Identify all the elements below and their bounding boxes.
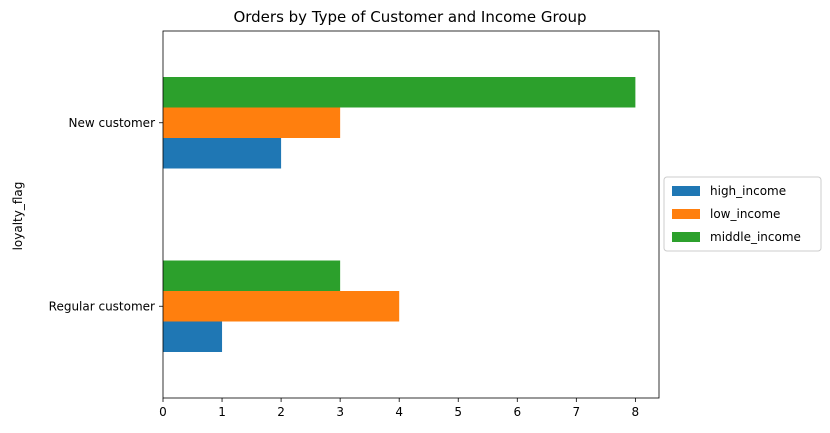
- bars-group: [163, 77, 636, 352]
- bar-high_income-0: [163, 321, 223, 352]
- x-tick-label: 2: [277, 405, 285, 419]
- plot-frame: [162, 30, 660, 399]
- y-tick-label: New customer: [69, 116, 156, 130]
- bar-high_income-1: [163, 138, 282, 169]
- chart-title: Orders by Type of Customer and Income Gr…: [233, 8, 586, 26]
- x-tick-label: 0: [159, 405, 167, 419]
- bar-low_income-0: [163, 291, 400, 322]
- x-tick-label: 5: [454, 405, 462, 419]
- legend-swatch-high_income: [672, 186, 700, 196]
- legend-box: [663, 176, 822, 252]
- x-tick-label: 3: [336, 405, 344, 419]
- legend: high_income low_income middle_income: [663, 176, 822, 252]
- legend-swatch-middle_income: [672, 232, 700, 242]
- x-tick-label: 8: [632, 405, 640, 419]
- y-axis-label: loyalty_flag: [11, 182, 25, 251]
- x-tick-label: 1: [218, 405, 226, 419]
- x-tick-label: 6: [513, 405, 521, 419]
- x-tick-label: 7: [573, 405, 581, 419]
- y-ticks: Regular customer New customer: [49, 116, 163, 313]
- bar-middle_income-0: [163, 260, 341, 291]
- legend-swatch-low_income: [672, 209, 700, 219]
- x-ticks: 0 1 2 3 4 5 6 7 8: [159, 398, 639, 419]
- x-tick-label: 4: [395, 405, 403, 419]
- bar-low_income-1: [163, 107, 341, 138]
- legend-label-middle_income: middle_income: [710, 230, 801, 244]
- bar-middle_income-1: [163, 77, 636, 108]
- y-tick-label: Regular customer: [49, 299, 155, 313]
- legend-label-low_income: low_income: [710, 207, 780, 221]
- legend-label-high_income: high_income: [710, 184, 786, 198]
